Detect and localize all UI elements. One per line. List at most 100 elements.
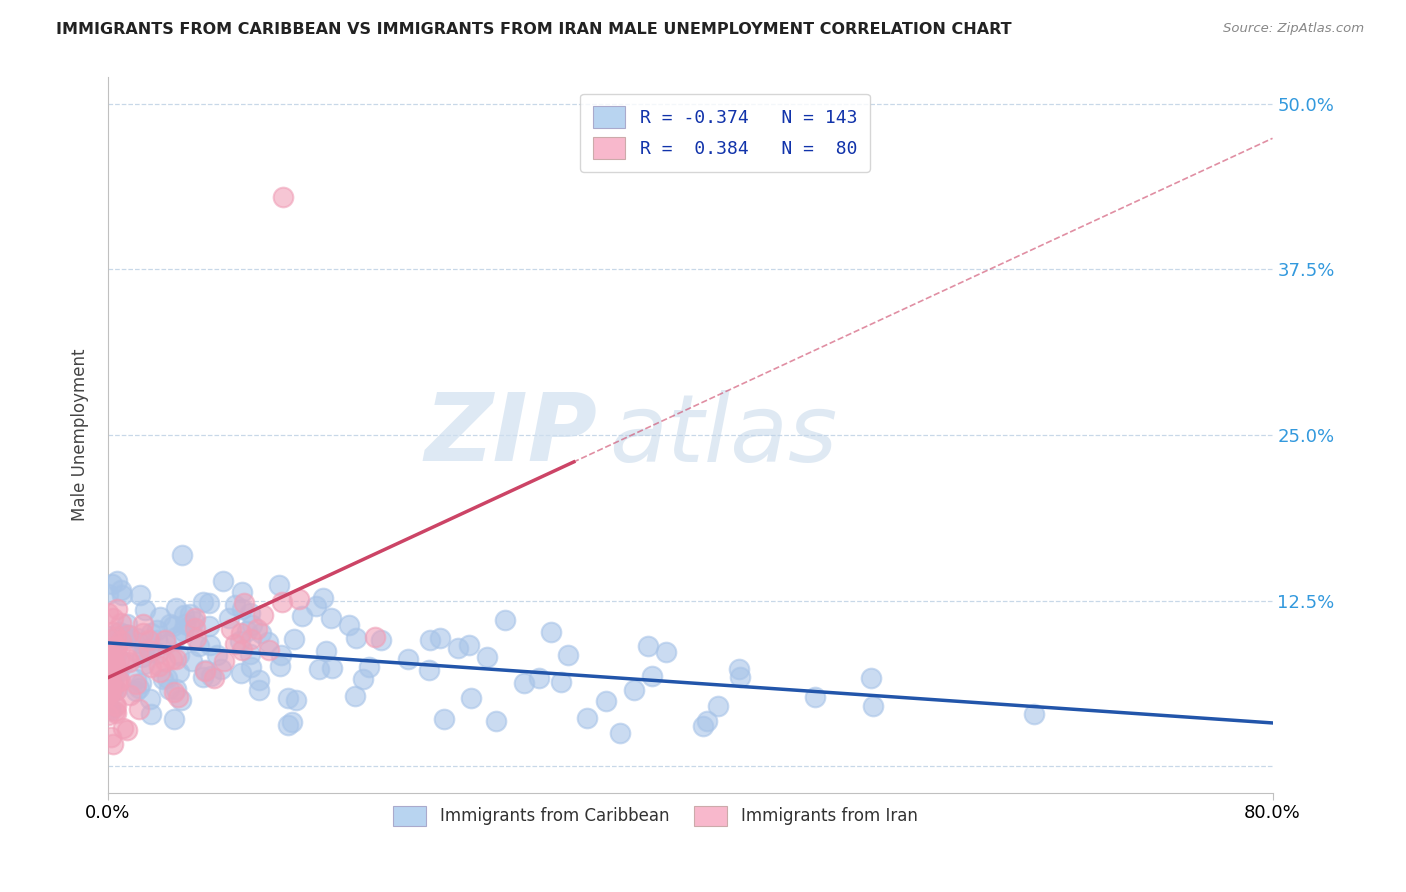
Point xyxy=(447,641,470,656)
Point xyxy=(231,584,253,599)
Point xyxy=(198,638,221,652)
Point xyxy=(107,673,129,687)
Point xyxy=(105,640,128,655)
Point xyxy=(247,673,270,687)
Point xyxy=(477,650,499,665)
Point xyxy=(128,588,150,602)
Point xyxy=(152,673,174,687)
Point xyxy=(125,672,148,686)
Point xyxy=(730,670,752,684)
Point xyxy=(179,619,201,633)
Point xyxy=(183,615,205,629)
Point xyxy=(184,632,207,646)
Point xyxy=(803,690,825,704)
Point xyxy=(97,629,120,643)
Point xyxy=(98,632,121,646)
Point xyxy=(117,628,139,642)
Point xyxy=(252,607,274,622)
Point xyxy=(692,718,714,732)
Point xyxy=(229,634,252,648)
Point xyxy=(194,663,217,677)
Point xyxy=(100,682,122,697)
Point xyxy=(105,664,128,678)
Point xyxy=(110,582,132,597)
Point xyxy=(110,634,132,648)
Point xyxy=(98,665,121,680)
Point xyxy=(112,655,135,669)
Point xyxy=(162,619,184,633)
Point xyxy=(247,682,270,697)
Point xyxy=(148,659,170,673)
Point xyxy=(139,707,162,722)
Point xyxy=(198,596,221,610)
Point xyxy=(97,666,120,681)
Point xyxy=(107,665,129,679)
Point xyxy=(576,710,599,724)
Point xyxy=(98,648,121,662)
Text: IMMIGRANTS FROM CARIBBEAN VS IMMIGRANTS FROM IRAN MALE UNEMPLOYMENT CORRELATION : IMMIGRANTS FROM CARIBBEAN VS IMMIGRANTS … xyxy=(56,22,1012,37)
Point xyxy=(100,673,122,688)
Point xyxy=(637,639,659,653)
Point xyxy=(100,703,122,717)
Point xyxy=(337,618,360,632)
Point xyxy=(288,592,311,607)
Point xyxy=(105,698,128,713)
Point xyxy=(418,663,440,677)
Point xyxy=(153,632,176,647)
Point xyxy=(115,632,138,646)
Point xyxy=(270,648,292,662)
Point xyxy=(125,631,148,645)
Point xyxy=(146,623,169,637)
Point xyxy=(485,714,508,728)
Point xyxy=(104,706,127,720)
Point xyxy=(269,658,291,673)
Point xyxy=(105,602,128,616)
Point xyxy=(127,646,149,660)
Point xyxy=(291,608,314,623)
Point xyxy=(110,615,132,630)
Point xyxy=(235,624,257,639)
Point xyxy=(148,609,170,624)
Point xyxy=(224,637,246,651)
Point xyxy=(641,668,664,682)
Point xyxy=(146,646,169,660)
Point xyxy=(131,616,153,631)
Point xyxy=(101,625,124,640)
Point xyxy=(165,630,187,644)
Point xyxy=(229,626,252,640)
Point xyxy=(98,684,121,698)
Point xyxy=(200,669,222,683)
Point xyxy=(283,632,305,647)
Point xyxy=(204,671,226,685)
Point xyxy=(167,665,190,680)
Point xyxy=(138,632,160,647)
Point xyxy=(527,671,550,685)
Point xyxy=(321,661,343,675)
Point xyxy=(315,643,337,657)
Point xyxy=(305,599,328,613)
Point xyxy=(184,611,207,625)
Y-axis label: Male Unemployment: Male Unemployment xyxy=(72,349,89,521)
Point xyxy=(239,647,262,661)
Point xyxy=(100,730,122,744)
Point xyxy=(155,654,177,668)
Point xyxy=(156,671,179,685)
Point xyxy=(101,576,124,591)
Point xyxy=(232,597,254,611)
Point xyxy=(134,603,156,617)
Point xyxy=(396,652,419,666)
Point xyxy=(609,725,631,739)
Point xyxy=(97,659,120,673)
Point xyxy=(173,608,195,623)
Point xyxy=(344,632,367,646)
Point xyxy=(212,654,235,668)
Point xyxy=(108,653,131,667)
Point xyxy=(128,701,150,715)
Point xyxy=(118,627,141,641)
Point xyxy=(117,723,139,738)
Point xyxy=(104,698,127,713)
Point xyxy=(97,658,120,673)
Point xyxy=(132,643,155,657)
Point xyxy=(229,665,252,680)
Text: ZIP: ZIP xyxy=(425,389,598,481)
